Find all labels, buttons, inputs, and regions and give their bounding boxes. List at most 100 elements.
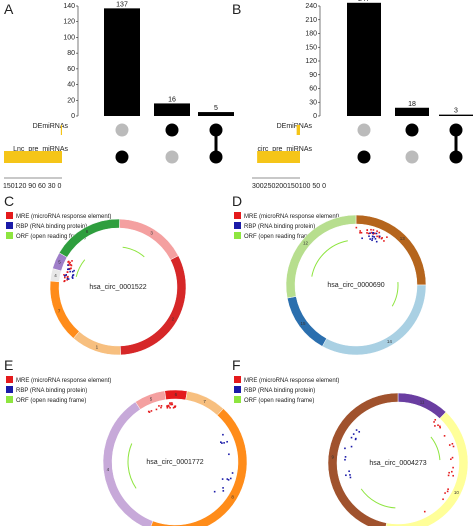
mre-site [451, 470, 453, 473]
legend-swatch [234, 376, 241, 383]
mre-site [378, 236, 381, 239]
row-label-lnc-a: Lnc_pre_miRNAs [13, 146, 68, 153]
panel-label-b: B [232, 1, 241, 17]
exon-label: 15 [301, 321, 307, 326]
rbp-site [229, 477, 232, 480]
exon-label: 6 [86, 229, 89, 234]
y-tick-label: 60 [309, 86, 317, 93]
membership-matrix-b [357, 123, 463, 164]
rbp-site [222, 487, 224, 489]
exon-segment [285, 214, 357, 299]
membership-dot-empty [357, 123, 371, 137]
rbp-site [213, 490, 216, 493]
orf-arc [75, 259, 86, 278]
set-size-bars-b [257, 125, 300, 163]
y-tick-label: 240 [305, 3, 317, 10]
exon-label: 4 [107, 467, 110, 472]
legend-label: ORF (open reading frame) [244, 398, 314, 404]
exon-label: 4 [54, 273, 57, 278]
bar-value-label: 3 [454, 108, 458, 115]
legend-label: MRE (microRNA response element) [244, 378, 339, 384]
circrna-name: hsa_circ_0001772 [146, 459, 203, 466]
rbp-site [222, 433, 224, 436]
rbp-site [371, 237, 374, 240]
y-tick-label: 0 [313, 113, 317, 120]
circrna-panel-c: MRE (microRNA response element) RBP (RNA … [6, 212, 187, 356]
y-tick-label: 40 [67, 82, 75, 89]
circrna-panel-d: MRE (microRNA response element) RBP (RNA … [234, 212, 427, 356]
row-label-circ-b: circ_pre_miRNAs [258, 146, 313, 153]
mre-site [69, 261, 71, 264]
mre-site [360, 231, 363, 234]
rbp-site [68, 268, 70, 271]
rbp-site [371, 235, 374, 238]
y-tick-label: 60 [67, 66, 75, 73]
membership-dot-empty [405, 150, 419, 164]
y-tick-label: 210 [305, 17, 317, 24]
rbp-site [71, 270, 74, 273]
exon-label: 2 [172, 316, 175, 321]
legend-swatch [234, 212, 241, 219]
mre-site [66, 279, 68, 281]
mre-site [170, 403, 172, 406]
y-tick-label: 140 [63, 3, 75, 10]
set-size-bar [296, 125, 300, 135]
legend-swatch [6, 386, 13, 393]
rbp-site [221, 478, 224, 480]
y-tick-label: 20 [67, 97, 75, 104]
mre-site [160, 405, 163, 407]
y-tick-label: 180 [305, 31, 317, 38]
intersection-bars-b: 247 18 3 [347, 0, 473, 117]
mre-site [68, 262, 71, 265]
intersection-bar [104, 8, 140, 117]
membership-dot-filled [357, 150, 371, 164]
exon-label: 14 [387, 339, 393, 344]
row-label-demirnas-a: DEmiRNAs [33, 123, 69, 130]
rbp-site [375, 232, 378, 235]
rbp-site [373, 236, 376, 238]
exon-segment [49, 280, 80, 339]
legend-label: RBP (RNA binding protein) [244, 224, 315, 230]
mre-site [447, 474, 450, 477]
panel-label-d: D [232, 193, 242, 209]
orf-arc [430, 436, 441, 461]
mre-site [171, 402, 173, 404]
legend-label: MRE (microRNA response element) [16, 378, 111, 384]
rbp-site [374, 238, 377, 240]
rbp-site [69, 270, 71, 273]
mre-site [380, 237, 383, 240]
y-tick-label: 90 [309, 72, 317, 79]
mre-site [366, 229, 368, 231]
y-tick-label: 80 [67, 50, 75, 57]
panel-label-f: F [232, 357, 241, 373]
mre-site [158, 405, 160, 407]
rbp-site [352, 433, 355, 435]
rbp-site [344, 458, 346, 461]
rbp-site [226, 478, 229, 480]
membership-dot-filled [115, 150, 129, 164]
y-tick-label: 120 [63, 19, 75, 26]
circrna-panel-f: MRE (microRNA response element) RBP (RNA … [234, 376, 469, 526]
legend-swatch [6, 376, 13, 383]
mre-site [444, 492, 446, 494]
exon-label: 13 [400, 236, 406, 241]
legend-swatch [234, 222, 241, 229]
rbp-site [361, 237, 363, 240]
mre-site [70, 264, 73, 267]
rbp-site [344, 447, 346, 450]
y-tick-label: 120 [305, 58, 317, 65]
intersection-bars-a: 137 16 5 [104, 1, 234, 117]
legend-swatch [234, 386, 241, 393]
bar-axis-a: 0 20 40 60 80 100 120 140 [63, 3, 79, 120]
intersection-bar [154, 103, 190, 116]
rbp-site [223, 442, 225, 444]
rbp-site [344, 456, 347, 458]
exon-segment [150, 408, 248, 526]
exon-segment [102, 401, 154, 526]
mre-site [155, 408, 158, 411]
legend-swatch [234, 396, 241, 403]
rbp-site [369, 232, 371, 235]
orf-arc [311, 240, 348, 277]
rbp-site [354, 438, 357, 441]
exon-label: 11 [420, 400, 425, 405]
